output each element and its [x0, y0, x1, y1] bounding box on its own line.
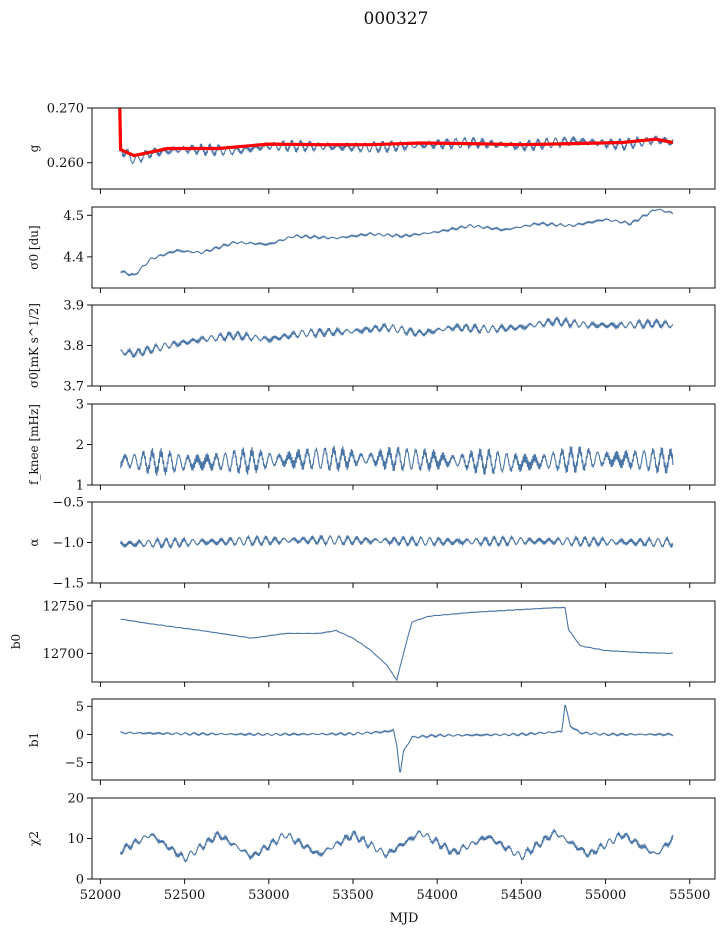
x-axis-label: MJD: [390, 911, 419, 926]
axes-frame: [91, 206, 716, 289]
y-tick-label: 3.9: [63, 299, 84, 314]
y-axis-label: b0: [9, 634, 23, 649]
subplot-6: 12700 12750 b0: [9, 599, 716, 687]
y-tick-label: 10: [67, 832, 84, 847]
series-line: [120, 828, 674, 864]
subplot-3: 3.7 3.8 3.9 σ0[mK s^1/2]: [27, 299, 716, 395]
y-tick-label: −0.5: [52, 496, 84, 511]
x-tick-label: 52000: [80, 888, 121, 903]
subplot-4: 1 2 3 f_knee [mHz]: [27, 398, 716, 494]
x-tick-label: 54000: [416, 888, 457, 903]
axes-frame: [91, 107, 716, 190]
y-tick-label: −5: [65, 756, 84, 771]
y-tick-label: 12700: [43, 647, 84, 662]
y-axis-label: σ0 [du]: [27, 225, 41, 269]
axes-frame: [91, 403, 716, 486]
axes-frame: [91, 304, 716, 387]
y-tick-label: 1: [76, 479, 84, 494]
series-line: [120, 704, 674, 773]
y-axis-label: b1: [27, 732, 41, 747]
subplot-5: −1.5 −1.0 −0.5 α: [27, 496, 716, 592]
y-tick-label: 12750: [43, 599, 84, 614]
x-tick-label: 53500: [332, 888, 373, 903]
series-line: [120, 445, 674, 476]
x-tick-label: 53000: [248, 888, 289, 903]
y-tick-label: 5: [76, 700, 84, 715]
x-tick-label: 52500: [164, 888, 205, 903]
subplot-2: 4.4 4.5 σ0 [du]: [27, 206, 716, 293]
x-tick-label: 55000: [585, 888, 626, 903]
axes-frame: [91, 600, 716, 683]
x-tick-label: 55500: [669, 888, 710, 903]
series-line: [120, 534, 674, 549]
y-axis-label: g: [27, 144, 41, 152]
y-tick-label: 0.270: [47, 102, 84, 117]
series-line: [120, 606, 673, 682]
y-tick-label: 4.5: [63, 209, 84, 224]
y-axis-label: σ0[mK s^1/2]: [27, 303, 41, 388]
y-tick-label: −1.0: [52, 536, 84, 551]
fit-line: [118, 108, 674, 158]
subplot-1: 0.260 0.270 g: [27, 102, 716, 194]
y-tick-label: 0.260: [47, 156, 84, 171]
y-tick-label: −1.5: [52, 577, 84, 592]
series-line: [120, 208, 674, 277]
y-tick-label: 3: [76, 398, 84, 413]
y-tick-label: 4.4: [63, 250, 84, 265]
y-tick-label: 0: [76, 873, 84, 888]
subplot-7: −5 0 5 b1: [27, 698, 716, 785]
series-line: [120, 316, 674, 358]
x-tick-label: 54500: [501, 888, 542, 903]
y-axis-label: α: [27, 538, 41, 546]
y-tick-label: 3.7: [63, 380, 84, 395]
y-tick-label: 2: [76, 438, 84, 453]
subplot-8: 0 10 20 52000 52500 53000 53500 54000 54500 55000…: [27, 792, 716, 903]
y-tick-label: 20: [67, 792, 84, 807]
figure-title: 000327: [364, 9, 429, 29]
axes-frame: [91, 501, 716, 584]
y-tick-label: 0: [76, 728, 84, 743]
y-axis-label: f_knee [mHz]: [27, 404, 41, 485]
y-tick-label: 3.8: [63, 339, 84, 354]
axes-frame: [91, 698, 716, 781]
y-axis-label: χ2: [27, 831, 41, 846]
subplot-stack: 0.260 0.270 g 4.4 4.5 σ0 [du] 3.7 3.8 3.9 σ0[mK s…: [9, 102, 716, 903]
